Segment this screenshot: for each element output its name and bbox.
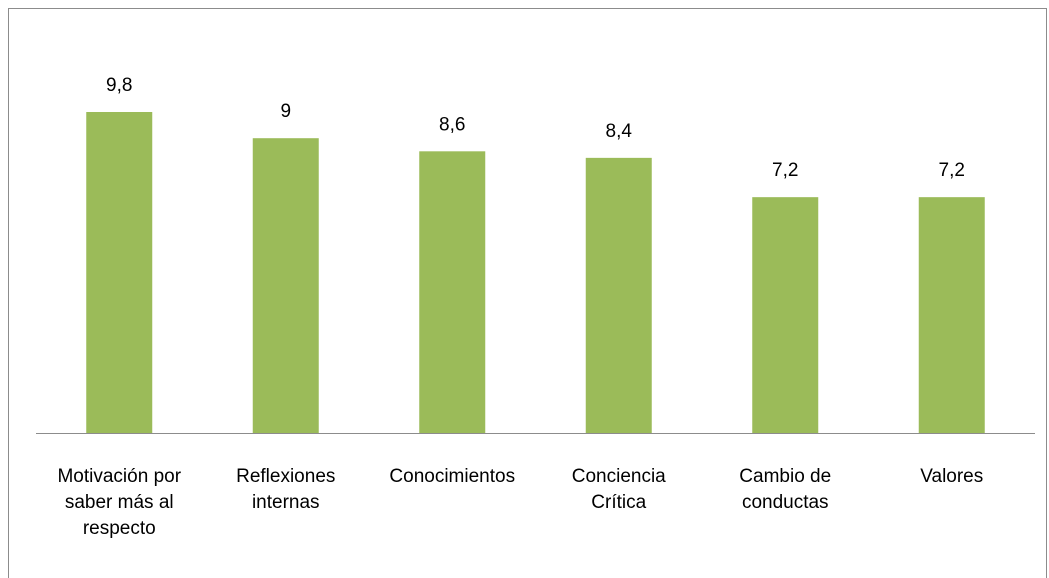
value-label: 7,2 — [772, 160, 798, 181]
bar — [918, 197, 985, 433]
value-label: 7,2 — [939, 160, 965, 181]
x-tick-label: Conciencia Crítica — [571, 466, 666, 513]
x-tick-label: Valores — [920, 466, 984, 487]
x-tick-label: Motivación por saber más al respecto — [57, 466, 182, 539]
value-label: 9,8 — [106, 75, 132, 96]
bar — [419, 151, 486, 433]
bar — [585, 157, 652, 433]
x-tick-label: Reflexiones internas — [236, 466, 336, 513]
chart-frame — [8, 8, 1047, 578]
value-label: 8,6 — [439, 114, 465, 135]
bar — [752, 197, 819, 433]
value-label: 8,4 — [606, 121, 633, 142]
x-tick-label: Cambio de conductas — [739, 466, 832, 513]
bar — [86, 112, 153, 433]
x-tick-label: Conocimientos — [389, 466, 516, 487]
value-label: 9 — [280, 101, 291, 122]
bar — [252, 138, 319, 433]
